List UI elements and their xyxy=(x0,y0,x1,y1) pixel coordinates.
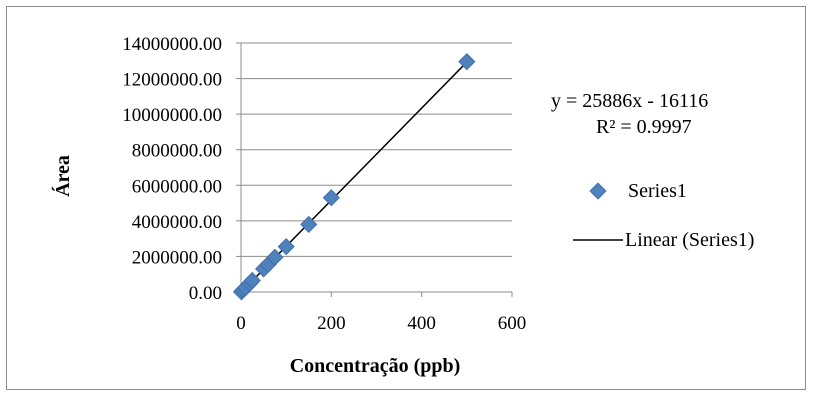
trendline-equation: y = 25886x - 16116 xyxy=(551,90,708,112)
y-tick-label: 6000000.00 xyxy=(132,176,222,197)
chart-area xyxy=(6,6,806,390)
gridlines xyxy=(236,42,513,297)
x-tick-labels: 0 200 400 600 xyxy=(236,313,526,334)
x-tick-label: 400 xyxy=(407,313,436,334)
x-tick-label: 0 xyxy=(236,313,246,334)
x-tick-label: 200 xyxy=(317,313,346,334)
y-tick-label: 10000000.00 xyxy=(122,105,222,126)
data-points xyxy=(232,53,476,301)
y-tick-labels: 0.00 2000000.00 4000000.00 6000000.00 800000… xyxy=(122,34,222,304)
r-squared-label: R² = 0.9997 xyxy=(596,116,692,138)
data-point xyxy=(266,248,284,266)
data-point xyxy=(277,238,295,256)
legend-label-linear: Linear (Series1) xyxy=(625,229,754,251)
x-tick-label: 600 xyxy=(498,313,527,334)
axes xyxy=(240,43,512,293)
data-point xyxy=(300,215,318,233)
y-tick-label: 14000000.00 xyxy=(122,34,222,55)
y-tick-label: 8000000.00 xyxy=(132,141,222,162)
legend-label-series1: Series1 xyxy=(628,180,687,202)
y-axis-title: Área xyxy=(51,155,74,197)
data-point xyxy=(322,189,340,207)
data-point xyxy=(458,53,476,71)
legend-marker-series1 xyxy=(589,182,607,200)
y-tick-label: 12000000.00 xyxy=(122,70,222,91)
y-tick-label: 4000000.00 xyxy=(132,212,222,233)
legend: Series1 Linear (Series1) xyxy=(573,180,754,251)
y-tick-label: 0.00 xyxy=(189,283,222,304)
x-axis-title: Concentração (ppb) xyxy=(290,355,461,377)
data-point xyxy=(243,271,261,290)
y-tick-label: 2000000.00 xyxy=(132,247,222,268)
